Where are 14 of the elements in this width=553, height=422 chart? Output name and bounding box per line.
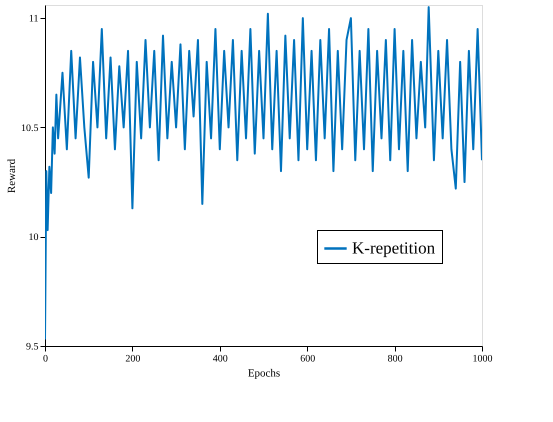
line-series [45, 6, 482, 340]
x-tick-label: 1000 [472, 354, 492, 364]
y-tick-label: 11 [28, 14, 38, 25]
y-tick-label: 9.5 [26, 342, 38, 352]
x-tick-label: 600 [300, 354, 316, 364]
x-axis-title: Epochs [248, 368, 280, 380]
y-axis-title: Reward [6, 158, 18, 194]
x-tick-label: 200 [125, 354, 140, 364]
x-tick-label: 0 [43, 354, 48, 364]
y-tick-label: 10.5 [21, 122, 38, 134]
legend-label: K-repetition [352, 238, 436, 258]
x-tick-label: 800 [388, 354, 403, 364]
y-tick-label: 10 [28, 232, 38, 244]
x-tick-label: 400 [212, 354, 228, 364]
